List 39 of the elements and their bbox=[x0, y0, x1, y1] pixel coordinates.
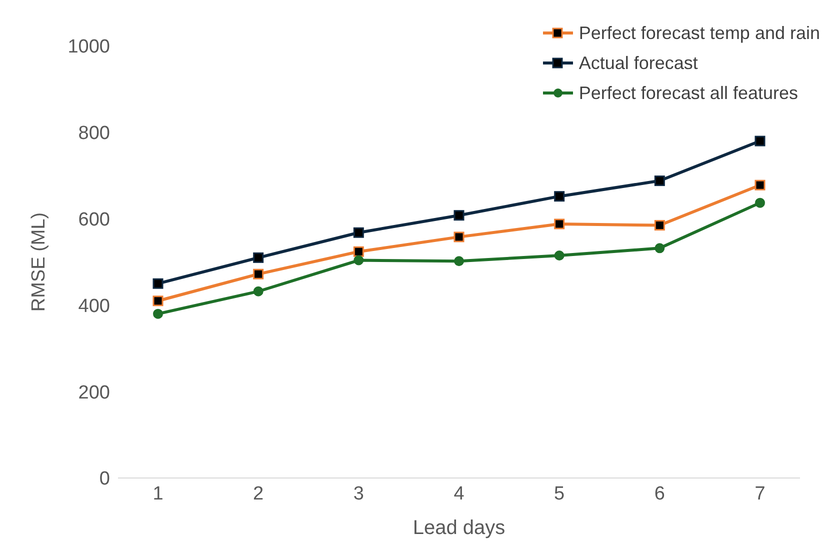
point bbox=[152, 296, 164, 306]
y-tick-label: 1000 bbox=[68, 36, 110, 58]
x-tick-label: 6 bbox=[654, 483, 665, 504]
point bbox=[253, 286, 264, 296]
x-tick-label: 7 bbox=[754, 483, 766, 504]
point bbox=[754, 136, 766, 146]
point bbox=[554, 218, 565, 230]
point bbox=[755, 198, 765, 208]
y-tick-label: 800 bbox=[78, 123, 110, 144]
y-tick-label: 400 bbox=[78, 296, 110, 317]
point bbox=[253, 268, 264, 280]
point bbox=[253, 252, 264, 263]
legend-label: Perfect forecast all features bbox=[578, 82, 798, 105]
point bbox=[152, 278, 164, 289]
point bbox=[654, 220, 665, 231]
point bbox=[454, 256, 464, 266]
x-tick-label: 4 bbox=[454, 483, 465, 504]
point bbox=[353, 246, 364, 257]
legend-label: Perfect forecast temp and rain bbox=[578, 22, 820, 45]
point bbox=[554, 191, 565, 202]
point bbox=[654, 176, 665, 186]
point bbox=[353, 227, 364, 238]
y-axis-title: RMSE (ML) bbox=[28, 212, 50, 312]
point bbox=[454, 232, 464, 242]
point bbox=[454, 210, 464, 221]
y-tick-label: 200 bbox=[78, 382, 110, 404]
x-tick-label: 1 bbox=[152, 483, 164, 504]
x-tick-label: 3 bbox=[353, 483, 364, 504]
point bbox=[153, 308, 163, 319]
x-tick-label: 5 bbox=[554, 483, 565, 504]
point bbox=[754, 180, 766, 190]
point bbox=[354, 255, 364, 266]
x-axis-title: Lead days bbox=[412, 517, 506, 539]
x-tick-label: 2 bbox=[253, 483, 264, 504]
point bbox=[554, 250, 564, 261]
y-tick-label: 0 bbox=[99, 468, 110, 490]
legend-label: Actual forecast bbox=[578, 52, 698, 75]
point bbox=[654, 243, 665, 254]
y-tick-label: 600 bbox=[78, 210, 110, 231]
